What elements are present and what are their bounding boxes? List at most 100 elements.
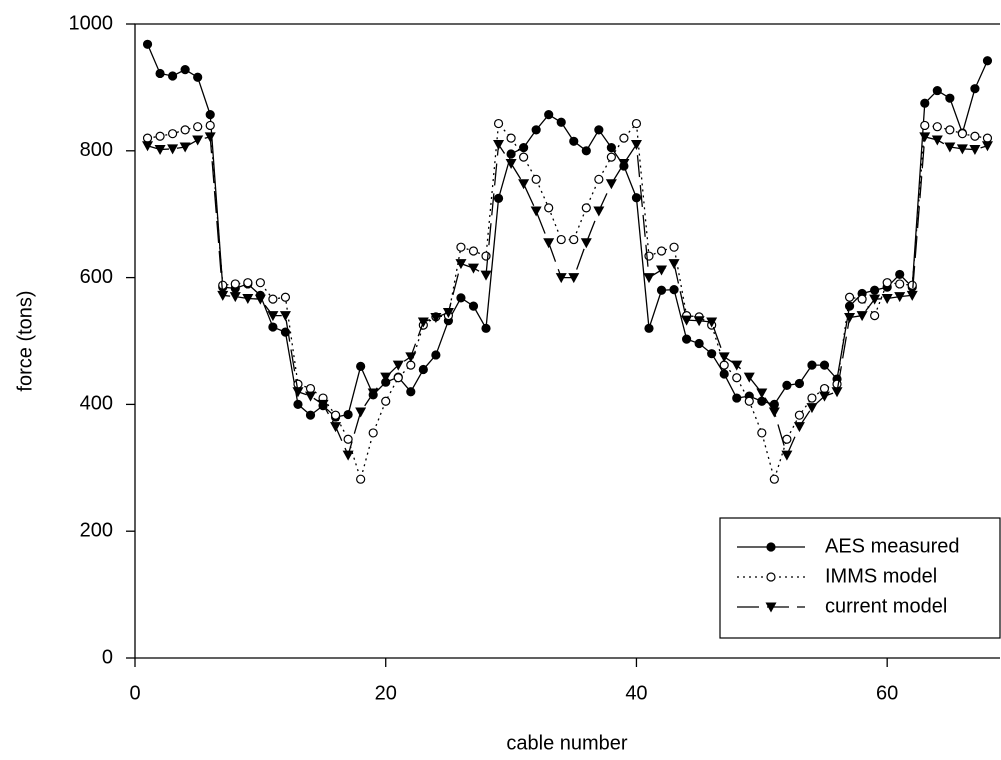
- marker: [468, 264, 479, 274]
- marker: [820, 361, 828, 369]
- marker: [194, 73, 202, 81]
- marker: [695, 340, 703, 348]
- marker: [883, 279, 891, 287]
- marker: [606, 179, 617, 189]
- legend-label: AES measured: [825, 535, 960, 557]
- marker: [632, 120, 640, 128]
- marker: [720, 370, 728, 378]
- marker: [794, 422, 805, 432]
- marker: [305, 392, 316, 402]
- marker: [983, 134, 991, 142]
- marker: [419, 366, 427, 374]
- marker: [820, 385, 828, 393]
- marker: [169, 130, 177, 138]
- marker: [882, 294, 893, 304]
- marker: [733, 394, 741, 402]
- marker: [808, 394, 816, 402]
- marker: [294, 400, 302, 408]
- series: [144, 40, 992, 421]
- legend-marker: [767, 573, 775, 581]
- chart: cable number force (tons) 02004006008001…: [0, 0, 1001, 760]
- marker: [344, 411, 352, 419]
- marker: [357, 362, 365, 370]
- marker: [582, 147, 590, 155]
- marker: [545, 204, 553, 212]
- marker: [482, 252, 490, 260]
- marker: [858, 295, 866, 303]
- marker: [733, 374, 741, 382]
- marker: [281, 293, 289, 301]
- marker: [833, 380, 841, 388]
- y-tick-label: 1000: [69, 12, 114, 34]
- marker: [194, 123, 202, 131]
- marker: [795, 411, 803, 419]
- x-axis-title: cable number: [506, 732, 628, 754]
- marker: [432, 351, 440, 359]
- marker: [593, 207, 604, 217]
- marker: [783, 435, 791, 443]
- marker: [607, 144, 615, 152]
- marker: [946, 94, 954, 102]
- marker: [343, 451, 354, 461]
- y-axis-title: force (tons): [14, 290, 36, 391]
- y-tick-label: 800: [80, 139, 113, 161]
- marker: [708, 350, 716, 358]
- marker: [758, 429, 766, 437]
- marker: [457, 243, 465, 251]
- marker: [958, 130, 966, 138]
- marker: [595, 126, 603, 134]
- marker: [846, 293, 854, 301]
- marker: [908, 281, 916, 289]
- marker: [469, 247, 477, 255]
- marker: [520, 153, 528, 161]
- marker: [493, 140, 504, 150]
- marker: [520, 144, 528, 152]
- series-line: [148, 44, 988, 417]
- marker: [156, 69, 164, 77]
- marker: [469, 302, 477, 310]
- marker: [206, 121, 214, 129]
- marker: [292, 387, 303, 397]
- marker: [756, 388, 767, 398]
- marker: [832, 387, 843, 397]
- x-tick-label: 0: [129, 682, 140, 704]
- marker: [871, 312, 879, 320]
- marker: [543, 238, 554, 248]
- y-tick-label: 600: [80, 266, 113, 288]
- marker: [896, 270, 904, 278]
- marker: [330, 422, 341, 432]
- marker: [144, 134, 152, 142]
- marker: [206, 111, 214, 119]
- marker: [532, 175, 540, 183]
- marker: [719, 352, 730, 362]
- marker: [969, 145, 980, 155]
- marker: [871, 286, 879, 294]
- marker: [344, 435, 352, 443]
- marker: [382, 397, 390, 405]
- marker: [670, 286, 678, 294]
- marker: [495, 120, 503, 128]
- marker: [570, 137, 578, 145]
- marker: [294, 380, 302, 388]
- marker: [933, 123, 941, 131]
- marker: [156, 132, 164, 140]
- marker: [781, 451, 792, 461]
- marker: [231, 280, 239, 288]
- marker: [357, 475, 365, 483]
- marker: [645, 324, 653, 332]
- marker: [394, 374, 402, 382]
- marker: [658, 286, 666, 294]
- marker: [181, 66, 189, 74]
- marker: [269, 323, 277, 331]
- marker: [795, 379, 803, 387]
- marker: [932, 136, 943, 146]
- legend-label: current model: [825, 595, 947, 617]
- marker: [983, 57, 991, 65]
- marker: [607, 153, 615, 161]
- marker: [570, 236, 578, 244]
- marker: [921, 121, 929, 129]
- marker: [545, 111, 553, 119]
- marker: [255, 295, 266, 305]
- marker: [495, 194, 503, 202]
